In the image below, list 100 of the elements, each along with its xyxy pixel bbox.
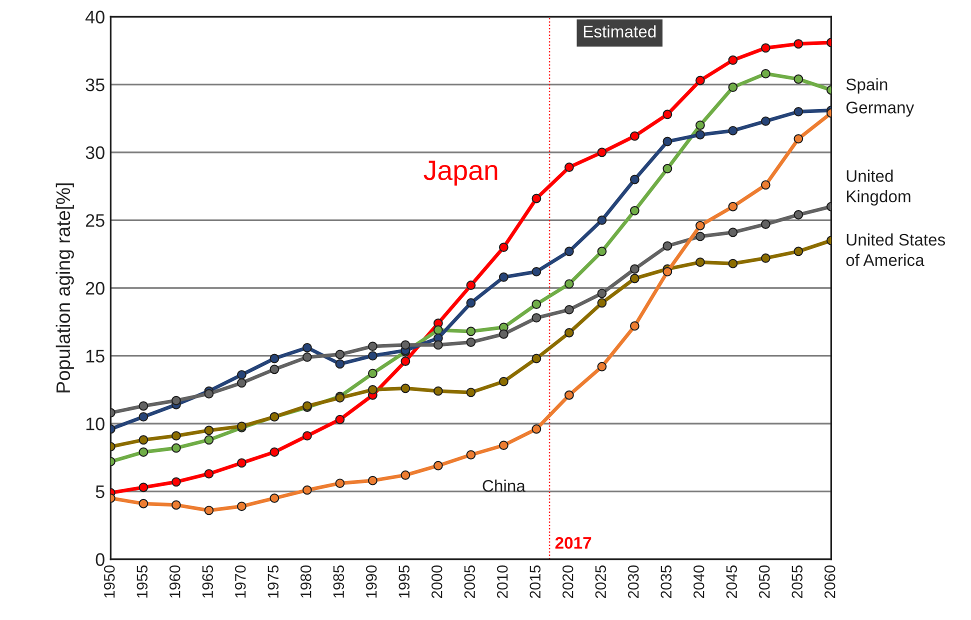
point bbox=[498, 376, 508, 386]
series-label: Germany bbox=[846, 102, 914, 117]
point bbox=[532, 313, 542, 323]
x-tick-label: 1965 bbox=[202, 565, 214, 598]
point bbox=[564, 328, 574, 338]
x-tick-label: 1955 bbox=[136, 565, 148, 598]
point bbox=[204, 506, 214, 516]
point bbox=[728, 202, 738, 212]
point bbox=[236, 370, 246, 380]
y-tick-label: 35 bbox=[86, 78, 104, 92]
point bbox=[728, 82, 738, 92]
point bbox=[400, 356, 410, 366]
point bbox=[335, 350, 345, 360]
point bbox=[204, 435, 214, 445]
point bbox=[760, 116, 770, 126]
point bbox=[433, 460, 443, 470]
point bbox=[138, 482, 148, 492]
point bbox=[400, 470, 410, 480]
point bbox=[368, 342, 378, 352]
x-tick-label: 2050 bbox=[758, 565, 770, 598]
x-tick-label: 1990 bbox=[366, 565, 377, 598]
point bbox=[794, 134, 804, 144]
point bbox=[597, 148, 607, 158]
x-tick-label: 2035 bbox=[660, 565, 672, 598]
point bbox=[138, 498, 148, 508]
point bbox=[138, 401, 148, 411]
point bbox=[270, 447, 280, 457]
point bbox=[138, 447, 148, 457]
point bbox=[335, 359, 345, 369]
point bbox=[564, 246, 574, 256]
point bbox=[630, 321, 640, 331]
point bbox=[760, 180, 770, 190]
point bbox=[630, 206, 640, 216]
point bbox=[466, 450, 476, 460]
point bbox=[728, 126, 738, 136]
point bbox=[466, 338, 476, 347]
y-axis-title: Population aging rate[%] bbox=[56, 183, 74, 392]
x-tick-label: 2010 bbox=[496, 565, 508, 598]
point bbox=[662, 241, 672, 251]
x-tick-label: 1960 bbox=[169, 565, 180, 598]
point bbox=[695, 76, 705, 86]
point bbox=[400, 384, 410, 394]
x-tick-label: 2055 bbox=[792, 565, 803, 598]
point bbox=[564, 304, 574, 314]
x-tick-label: 1980 bbox=[300, 565, 312, 598]
y-tick-label: 20 bbox=[86, 282, 104, 295]
point bbox=[794, 39, 804, 49]
point bbox=[597, 362, 607, 372]
point bbox=[630, 131, 640, 141]
point bbox=[532, 194, 542, 204]
x-tick-label: 2025 bbox=[595, 565, 606, 598]
point bbox=[368, 368, 378, 378]
point bbox=[630, 274, 640, 284]
point bbox=[532, 266, 542, 276]
point bbox=[728, 55, 738, 65]
point bbox=[695, 130, 705, 140]
point bbox=[433, 386, 443, 396]
point bbox=[695, 232, 705, 242]
point bbox=[662, 110, 672, 120]
x-tick-label: 1950 bbox=[104, 565, 115, 598]
point bbox=[532, 424, 542, 434]
point bbox=[171, 500, 181, 510]
series-label: Japan bbox=[424, 160, 498, 186]
point bbox=[630, 264, 640, 274]
point bbox=[204, 389, 214, 398]
point bbox=[368, 384, 378, 394]
y-tick-label: 5 bbox=[96, 486, 104, 498]
point bbox=[662, 266, 672, 276]
y-tick-label: 10 bbox=[86, 418, 104, 430]
x-tick-label: 2015 bbox=[530, 565, 541, 598]
point bbox=[171, 443, 181, 453]
point bbox=[695, 220, 705, 230]
point bbox=[270, 354, 280, 364]
series-label: China bbox=[482, 480, 526, 492]
point bbox=[400, 340, 410, 350]
point bbox=[302, 485, 312, 495]
point bbox=[171, 477, 181, 487]
point bbox=[794, 210, 804, 220]
point bbox=[597, 288, 607, 298]
point bbox=[138, 412, 148, 422]
y-tick-label: 30 bbox=[86, 146, 104, 160]
point bbox=[302, 431, 312, 441]
point bbox=[335, 414, 345, 424]
annotation: Estimated bbox=[584, 25, 656, 38]
point bbox=[695, 258, 705, 267]
point bbox=[760, 220, 770, 229]
point bbox=[662, 164, 672, 174]
x-tick-label: 2045 bbox=[726, 565, 738, 598]
point bbox=[236, 378, 246, 388]
point bbox=[794, 106, 804, 116]
point bbox=[662, 136, 672, 146]
point bbox=[760, 253, 770, 263]
point bbox=[236, 502, 246, 512]
point bbox=[564, 279, 574, 289]
x-tick-label: 2000 bbox=[431, 565, 442, 598]
point bbox=[335, 478, 345, 488]
ref-line-label: 2017 bbox=[555, 536, 592, 549]
point bbox=[204, 469, 214, 479]
y-tick-label: 15 bbox=[86, 350, 104, 363]
point bbox=[368, 351, 378, 361]
